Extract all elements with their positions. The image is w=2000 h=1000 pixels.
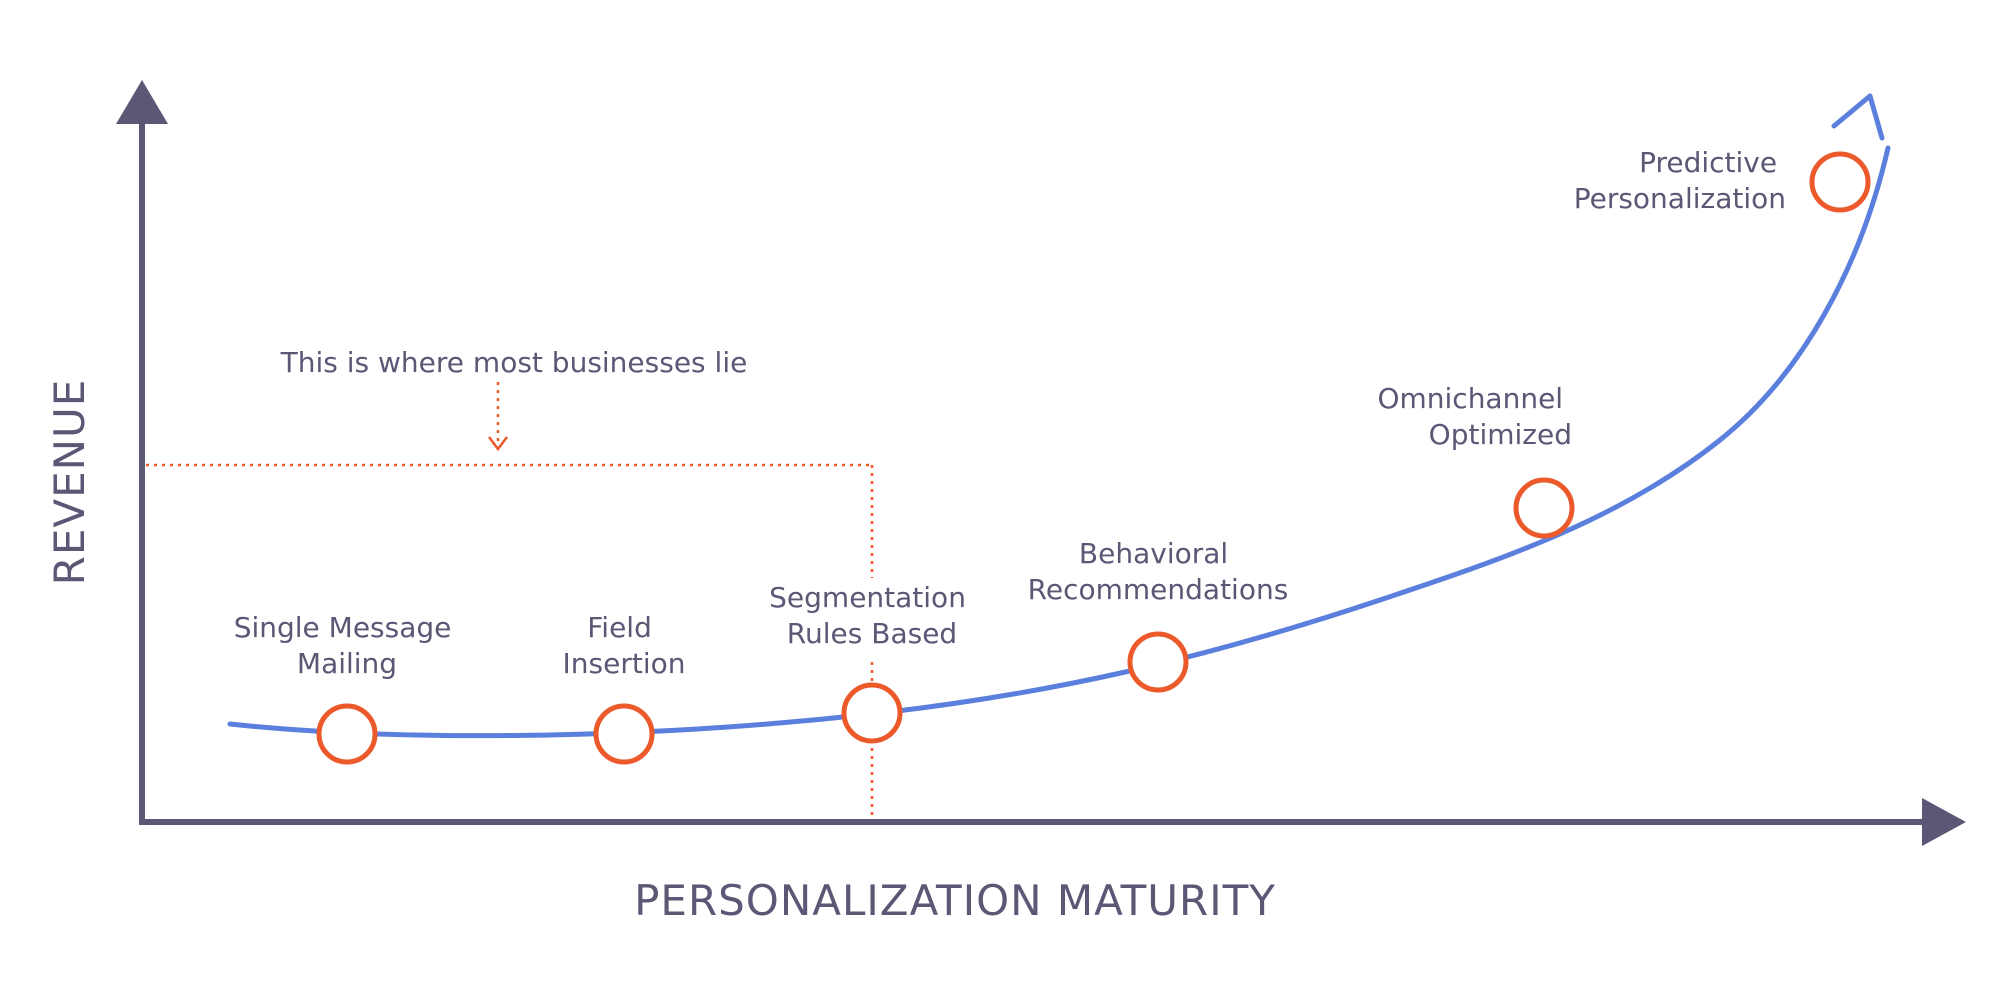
stage-marker-behavioral-recommendations xyxy=(1127,631,1189,693)
x-axis-arrowhead xyxy=(1922,798,1966,846)
stage-label-single-message-mailing: Single Message Mailing xyxy=(234,611,461,680)
stage-label-line: Insertion xyxy=(563,647,686,680)
stage-label-omnichannel-optimized: Omnichannel Optimized xyxy=(1377,382,1572,451)
annotation-text: This is where most businesses lie xyxy=(280,346,748,379)
stage-label-segmentation-rules-based: Segmentation Rules Based xyxy=(769,581,975,650)
stage-label-line: Rules Based xyxy=(787,617,957,650)
stage-label-line: Optimized xyxy=(1429,418,1572,451)
stage-marker-predictive-personalization xyxy=(1809,151,1871,213)
stage-marker-field-insertion xyxy=(593,703,655,765)
stage-label-line: Omnichannel xyxy=(1377,382,1563,415)
stage-marker-segmentation-rules-based xyxy=(841,682,903,744)
growth-curve-arrowhead xyxy=(1831,93,1885,141)
stage-label-line: Segmentation xyxy=(769,581,966,614)
stage-label-line: Recommendations xyxy=(1028,573,1289,606)
stage-label-behavioral-recommendations: Behavioral Recommendations xyxy=(1028,537,1289,606)
stage-label-line: Single Message xyxy=(234,611,452,644)
stage-marker-single-message-mailing xyxy=(316,703,378,765)
stage-label-predictive-personalization: Predictive Personalization xyxy=(1574,146,1786,215)
stage-label-line: Behavioral xyxy=(1079,537,1228,570)
stage-label-line: Field xyxy=(587,611,652,644)
stage-label-line: Predictive xyxy=(1639,146,1777,179)
y-axis-title: REVENUE xyxy=(45,379,94,586)
stage-label-field-insertion: Field Insertion xyxy=(563,611,686,680)
stage-marker-omnichannel-optimized xyxy=(1513,477,1575,539)
growth-curve xyxy=(227,145,1891,739)
stage-label-line: Personalization xyxy=(1574,182,1786,215)
stage-label-line: Mailing xyxy=(297,647,397,680)
y-axis-arrowhead xyxy=(116,80,168,124)
x-axis-title: PERSONALIZATION MATURITY xyxy=(634,876,1276,925)
annotation-pointer-arrowhead xyxy=(488,436,508,452)
